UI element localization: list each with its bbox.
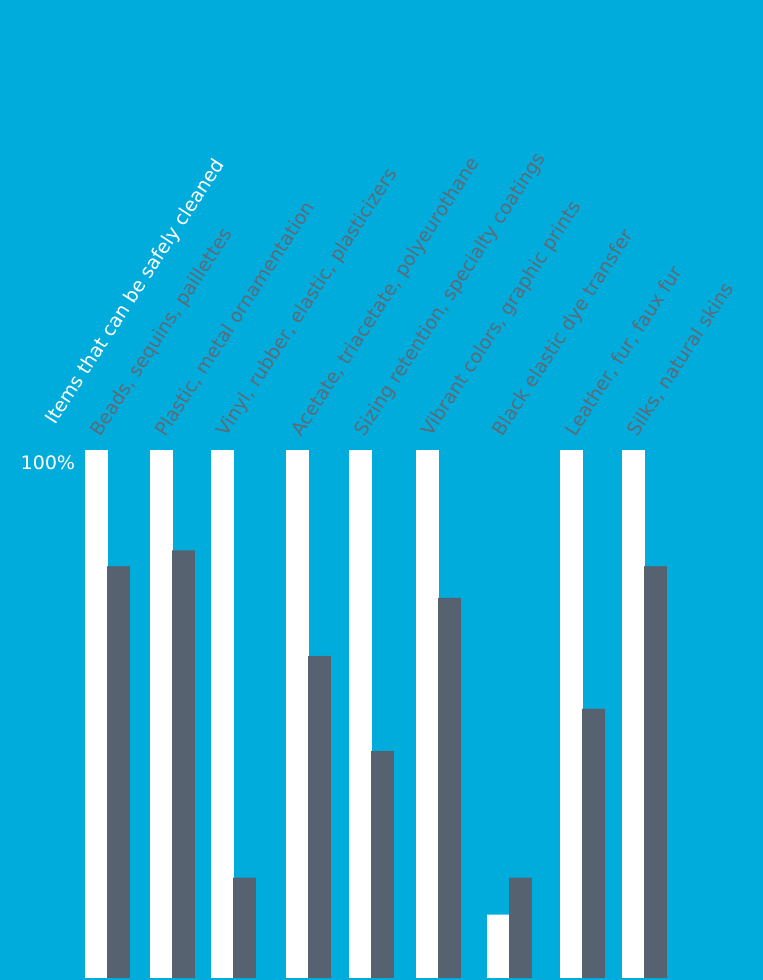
bar-series1-5 xyxy=(349,450,372,978)
bar-series1-4 xyxy=(286,450,309,978)
bar-series2-9 xyxy=(644,566,667,978)
bar-series2-5 xyxy=(371,750,394,978)
bar-series1-9 xyxy=(622,450,645,978)
bar-series1-6 xyxy=(416,450,439,978)
y-tick-label: 100% xyxy=(21,452,75,474)
bar-series2-4 xyxy=(308,655,331,978)
bar-series2-8 xyxy=(582,708,605,978)
bar-series2-2 xyxy=(172,550,195,978)
bars xyxy=(85,450,667,978)
bar-series2-6 xyxy=(438,597,461,978)
category-label-7: Black elastic dye transfer xyxy=(488,225,638,439)
bar-series2-7 xyxy=(509,877,532,978)
bar-series1-1 xyxy=(85,450,108,978)
bar-series1-3 xyxy=(211,450,234,978)
bar-series1-2 xyxy=(150,450,173,978)
bar-series2-1 xyxy=(107,566,130,978)
category-label-9: Silks, natural skins xyxy=(623,279,738,440)
bar-series1-8 xyxy=(560,450,583,978)
bar-series2-3 xyxy=(233,877,256,978)
bar-series1-7 xyxy=(487,914,510,978)
